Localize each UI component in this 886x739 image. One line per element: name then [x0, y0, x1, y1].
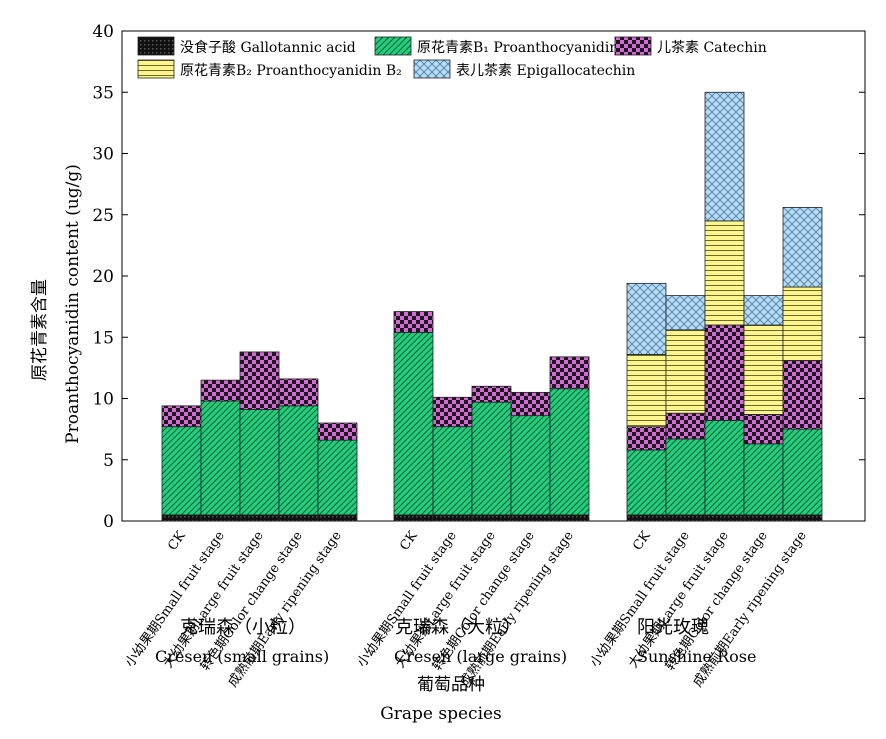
bar-segment-proanthocyanidin-b2 [665, 329, 706, 414]
bars [161, 91, 823, 522]
bar-segment-proanthocyanidin-b1 [393, 331, 434, 516]
bar-segment-proanthocyanidin-b2 [626, 353, 667, 428]
bar-segment-gallotannic-acid [278, 514, 319, 522]
group-label-cn-3: 阳光玫瑰 [637, 617, 709, 638]
bar-segment-gallotannic-acid [471, 514, 512, 522]
bar-segment-gallotannic-acid [510, 514, 551, 522]
bar-segment-proanthocyanidin-b1 [743, 443, 784, 516]
y-tick-label: 5 [103, 451, 114, 471]
bar-segment-catechin [510, 391, 551, 417]
y-tick-label: 10 [92, 390, 114, 410]
bar-segment-catechin [626, 426, 667, 451]
x-axis-title-cn: 葡萄品种 [417, 675, 485, 695]
bar-segment-proanthocyanidin-b1 [704, 420, 745, 516]
bar-segment-gallotannic-acid [665, 514, 706, 522]
bar-segment-gallotannic-acid [743, 514, 784, 522]
bar-segment-gallotannic-acid [704, 514, 745, 522]
bar-segment-gallotannic-acid [393, 514, 434, 522]
bar-segment-proanthocyanidin-b1 [278, 405, 319, 516]
bar-segment-catechin [432, 396, 473, 428]
bar-segment-epigallocatechin [743, 295, 784, 326]
bar-segment-gallotannic-acid [549, 514, 590, 522]
bar-segment-catechin [782, 360, 823, 430]
bar-segment-catechin [549, 356, 590, 390]
y-axis-title-en: Proanthocyanidin content (ug/g) [63, 164, 83, 444]
legend-swatch [413, 59, 451, 79]
bar-segment-proanthocyanidin-b1 [432, 426, 473, 516]
bar-segment-proanthocyanidin-b1 [239, 409, 280, 516]
bar-segment-gallotannic-acid [239, 514, 280, 522]
bar-segment-gallotannic-acid [432, 514, 473, 522]
legend-swatch [137, 36, 175, 56]
y-tick-label: 35 [92, 83, 114, 103]
x-axis-title-en: Grape species [380, 704, 502, 724]
bar-segment-epigallocatechin [665, 295, 706, 331]
bar-segment-catechin [743, 414, 784, 445]
bar-segment-proanthocyanidin-b2 [743, 324, 784, 415]
y-tick-label: 25 [92, 206, 114, 226]
legend-swatch [614, 36, 652, 56]
legend-label: 原花青素B₁ Proanthocyanidin B₁ [417, 40, 639, 56]
y-tick-label: 30 [92, 145, 114, 165]
bar-segment-proanthocyanidin-b2 [704, 220, 745, 326]
bar-segment-catechin [239, 351, 280, 410]
bar-segment-catechin [471, 385, 512, 403]
bar-segment-proanthocyanidin-b1 [549, 388, 590, 516]
bar-segment-catechin [161, 405, 202, 428]
y-tick-label: 15 [92, 328, 114, 348]
bar-segment-catechin [200, 379, 241, 402]
y-axis-title-cn: 原花青素含量 [30, 279, 50, 381]
legend-label: 没食子酸 Gallotannic acid [180, 39, 356, 56]
bar-segment-gallotannic-acid [317, 514, 358, 522]
legend: 没食子酸 Gallotannic acid 原花青素B₁ Proanthocyan… [137, 36, 767, 79]
bar-segment-catechin [665, 412, 706, 440]
bar-segment-proanthocyanidin-b1 [626, 449, 667, 516]
bar-segment-catechin [278, 378, 319, 407]
bar-segment-proanthocyanidin-b1 [510, 415, 551, 516]
bar-segment-proanthocyanidin-b1 [665, 438, 706, 516]
bar-segment-proanthocyanidin-b2 [782, 286, 823, 361]
y-tick-label: 0 [103, 512, 114, 532]
group-label-cn-2: 克瑞森（大粒） [395, 617, 521, 638]
category-label: CK [397, 528, 421, 553]
bar-segment-gallotannic-acid [626, 514, 667, 522]
bar-segment-epigallocatechin [626, 282, 667, 355]
group-label-en-2: Cresen (large grains) [394, 647, 567, 666]
bar-segment-epigallocatechin [782, 206, 823, 288]
bar-segment-catechin [704, 324, 745, 421]
bar-segment-proanthocyanidin-b1 [161, 426, 202, 516]
y-tick-label: 40 [92, 22, 114, 42]
bar-segment-epigallocatechin [704, 91, 745, 222]
bar-segment-proanthocyanidin-b1 [317, 439, 358, 516]
legend-swatch [374, 36, 412, 56]
group-label-en-3: Sunshine Rose [637, 647, 756, 666]
bar-segment-proanthocyanidin-b1 [782, 428, 823, 516]
group-label-cn-1: 克瑞森（小粒） [180, 617, 306, 638]
bar-segment-gallotannic-acid [782, 514, 823, 522]
bar-segment-catechin [317, 422, 358, 441]
bar-segment-catechin [393, 311, 434, 333]
legend-swatch [137, 59, 175, 79]
bar-segment-proanthocyanidin-b1 [471, 401, 512, 516]
legend-label: 原花青素B₂ Proanthocyanidin B₂ [180, 63, 402, 79]
legend-label: 儿茶素 Catechin [657, 40, 767, 56]
category-label: CK [165, 528, 189, 553]
category-label: CK [630, 528, 654, 553]
group-label-en-1: Cresen (small grains) [155, 647, 329, 666]
bar-segment-gallotannic-acid [161, 514, 202, 522]
legend-label: 表儿茶素 Epigallocatechin [456, 63, 635, 79]
bar-segment-proanthocyanidin-b1 [200, 400, 241, 516]
bar-segment-gallotannic-acid [200, 514, 241, 522]
y-tick-label: 20 [92, 267, 114, 287]
